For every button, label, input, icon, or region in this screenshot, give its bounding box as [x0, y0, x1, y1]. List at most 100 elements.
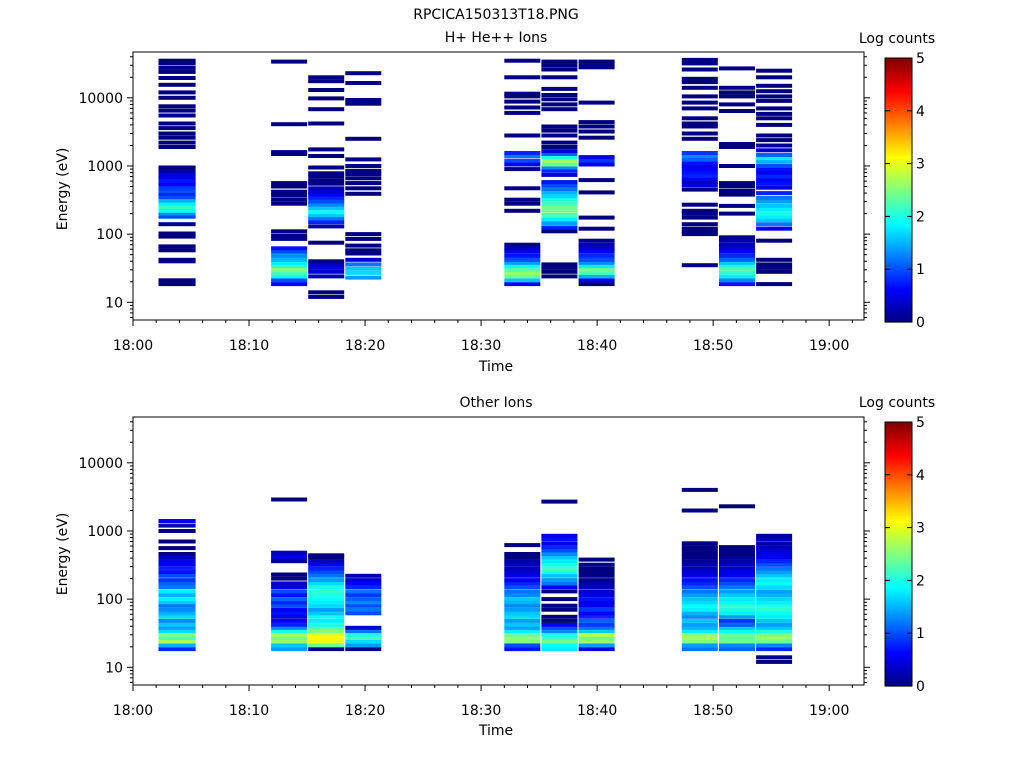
- colorbar-segment: [885, 448, 912, 451]
- spectrogram-cell: [756, 159, 793, 164]
- colorbar-segment: [885, 542, 912, 545]
- spectrogram-cell: [719, 264, 755, 269]
- spectrogram-cell: [756, 643, 793, 648]
- colorbar-segment: [885, 300, 912, 303]
- spectrogram-cell: [719, 189, 755, 193]
- panel-title: Other Ions: [459, 395, 532, 411]
- colorbar-segment: [885, 566, 912, 569]
- y-axis-label: Energy (eV): [55, 513, 71, 596]
- colorbar-segment: [885, 70, 912, 73]
- spectrogram-cell: [504, 260, 541, 265]
- spectrogram-cell: [681, 573, 718, 578]
- spectrogram-cell: [504, 91, 541, 96]
- colorbar-segment: [885, 76, 912, 79]
- colorbar-segment: [885, 608, 912, 611]
- spectrogram-cell: [719, 639, 755, 644]
- spectrogram-cell: [681, 57, 718, 62]
- spectrogram-cell: [578, 597, 615, 602]
- spectrogram-cell: [271, 150, 308, 155]
- spectrogram-cell: [345, 625, 382, 630]
- spectrogram-cell: [158, 585, 196, 590]
- spectrogram-cell: [308, 240, 345, 245]
- colorbar-segment: [885, 222, 912, 225]
- spectrogram-cell: [756, 555, 793, 560]
- spectrogram-cell: [271, 618, 308, 623]
- spectrogram-cell: [308, 274, 345, 279]
- spectrogram-cell: [504, 639, 541, 644]
- spectrogram-cell: [271, 622, 308, 627]
- spectrogram-cell: [578, 59, 615, 64]
- spectrogram-cell: [308, 269, 345, 274]
- colorbar-segment: [885, 186, 912, 189]
- spectrogram-cell: [504, 99, 541, 104]
- spectrogram-cell: [308, 573, 345, 578]
- colorbar-segment: [885, 62, 912, 65]
- spectrogram-cell: [158, 65, 196, 70]
- spectrogram-cell: [541, 187, 578, 191]
- spectrogram-cell: [719, 504, 755, 509]
- spectrogram-cell: [578, 578, 615, 583]
- spectrogram-cell: [681, 566, 718, 571]
- spectrogram-cell: [756, 578, 793, 583]
- colorbar-segment: [885, 108, 912, 111]
- spectrogram-cell: [756, 614, 793, 619]
- y-axis-label: Energy (eV): [55, 148, 71, 231]
- colorbar-segment: [885, 668, 912, 671]
- spectrogram-cell: [681, 173, 718, 178]
- spectrogram-cell: [681, 61, 718, 66]
- spectrogram-cell: [541, 581, 578, 586]
- spectrogram-cell: [578, 611, 615, 616]
- spectrogram-cell: [756, 133, 793, 138]
- spectrogram-cell: [578, 178, 615, 183]
- colorbar-segment: [885, 560, 912, 563]
- spectrogram-cell: [681, 106, 718, 111]
- spectrogram-cell: [504, 246, 541, 251]
- colorbar-frame: [884, 421, 913, 687]
- colorbar-segment: [885, 464, 912, 467]
- spectrogram-cell: [578, 100, 615, 105]
- spectrogram-cell: [158, 282, 196, 287]
- spectrogram-cell: [756, 597, 793, 602]
- colorbar-segment: [885, 624, 912, 627]
- colorbar-segment: [885, 242, 912, 245]
- spectrogram-cell: [271, 181, 308, 186]
- spectrogram-cell: [158, 175, 196, 180]
- spectrogram-cell: [158, 643, 196, 648]
- spectrogram-cell: [578, 585, 615, 590]
- colorbar-segment: [885, 280, 912, 283]
- colorbar-segment: [885, 674, 912, 677]
- colorbar-tick-label: 1: [916, 626, 925, 642]
- spectrogram-cell: [719, 552, 755, 556]
- spectrogram-cell: [271, 229, 308, 234]
- x-tick-label: 18:10: [229, 338, 269, 354]
- spectrogram-cell: [504, 562, 541, 567]
- spectrogram-cell: [719, 614, 755, 619]
- spectrogram-cell: [345, 248, 382, 253]
- colorbar-segment: [885, 544, 912, 547]
- colorbar-segment: [885, 640, 912, 643]
- colorbar-segment: [885, 658, 912, 661]
- spectrogram-cell: [345, 236, 382, 241]
- spectrogram-cell: [681, 154, 718, 158]
- spectrogram-cell: [681, 211, 718, 216]
- spectrogram-cell: [158, 607, 196, 612]
- spectrogram-cell: [271, 611, 308, 616]
- spectrogram-cell: [345, 176, 382, 181]
- spectrogram-cell: [541, 165, 578, 170]
- spectrogram-cell: [504, 105, 541, 110]
- colorbar-segment: [885, 244, 912, 247]
- spectrogram-cell: [719, 600, 755, 605]
- colorbar-segment: [885, 518, 912, 521]
- spectrogram-cell: [158, 179, 196, 184]
- colorbar-segment: [885, 654, 912, 657]
- spectrogram-cell: [756, 170, 793, 175]
- spectrogram-cell: [345, 191, 382, 196]
- spectrogram-cell: [308, 192, 345, 197]
- spectrogram-cell: [271, 236, 308, 241]
- colorbar-segment: [885, 434, 912, 437]
- spectrogram-cell: [158, 546, 196, 551]
- colorbar-segment: [885, 102, 912, 105]
- spectrogram-cell: [308, 611, 345, 616]
- spectrogram-cell: [719, 66, 755, 71]
